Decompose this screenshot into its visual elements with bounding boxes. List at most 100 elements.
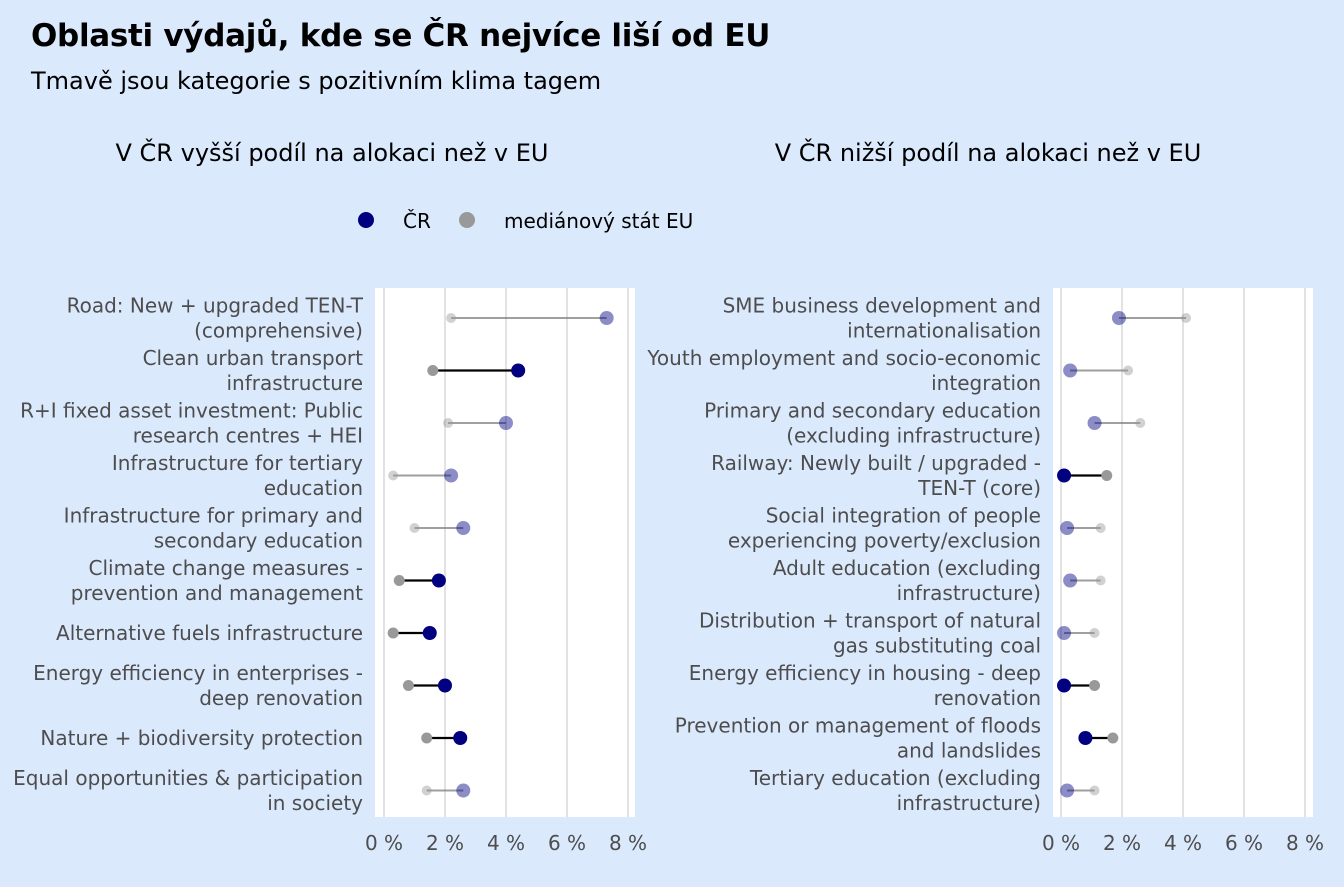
category-label-line: Distribution + transport of natural xyxy=(699,609,1041,633)
category-label-0-7: Energy efficiency in enterprises -deep r… xyxy=(33,661,363,710)
category-label-1-5: Adult education (excluding infrastructure… xyxy=(773,556,1041,605)
cr-point-1-9 xyxy=(1060,783,1075,798)
category-label-line: prevention and management xyxy=(71,581,363,605)
x-tick-label-0-1: 2 % xyxy=(426,831,464,855)
eu-point-0-3 xyxy=(388,470,399,481)
category-label-0-0: Road: New + upgraded TEN-T (comprehensive… xyxy=(67,294,364,343)
eu-point-1-8 xyxy=(1107,732,1119,744)
category-label-line: gas substituting coal xyxy=(833,634,1041,658)
eu-point-0-8 xyxy=(421,732,433,744)
x-tick-label-0-0: 0 % xyxy=(365,831,403,855)
category-label-line: secondary education xyxy=(154,529,363,553)
cr-point-0-4 xyxy=(456,521,471,535)
category-label-line: Adult education (excluding xyxy=(773,556,1041,580)
category-label-line: and landslides xyxy=(897,739,1041,763)
category-label-line: Climate change measures - xyxy=(88,556,363,580)
category-label-line: research centres + HEI xyxy=(133,424,363,448)
x-tick-label-0-2: 4 % xyxy=(487,831,525,855)
x-tick-label-0-3: 6 % xyxy=(548,831,586,855)
x-tick-label-1-2: 4 % xyxy=(1164,831,1202,855)
cr-point-0-8 xyxy=(453,731,468,745)
category-label-line: Infrastructure for tertiary xyxy=(112,451,363,475)
category-label-line: deep renovation xyxy=(199,686,363,710)
category-label-1-7: Energy efficiency in housing - deep renov… xyxy=(689,661,1041,710)
cr-point-0-7 xyxy=(438,678,452,693)
category-label-line: (excluding infrastructure) xyxy=(786,424,1041,448)
eu-point-0-5 xyxy=(393,575,405,586)
cr-point-1-8 xyxy=(1078,731,1093,745)
legend-marker-0 xyxy=(358,212,374,228)
cr-point-0-9 xyxy=(456,783,471,798)
cr-point-1-1 xyxy=(1063,363,1078,378)
eu-point-0-9 xyxy=(421,785,432,796)
category-label-line: TEN-T (core) xyxy=(917,476,1041,500)
eu-point-1-2 xyxy=(1135,418,1146,428)
category-label-line: Tertiary education (excluding xyxy=(749,766,1041,790)
category-label-0-2: R+I fixed asset investment: Public resear… xyxy=(20,399,363,448)
category-label-line: Infrastructure for primary and xyxy=(64,504,363,528)
category-label-1-1: Youth employment and socio-economic integ… xyxy=(646,346,1041,395)
cr-point-1-7 xyxy=(1057,678,1072,693)
cr-point-1-2 xyxy=(1087,416,1102,430)
panel-background-0 xyxy=(375,288,635,817)
category-label-line: Energy efficiency in enterprises - xyxy=(33,661,363,685)
cr-point-1-5 xyxy=(1063,573,1078,588)
category-label-line: in society xyxy=(267,791,363,815)
category-label-1-8: Prevention or management of floods and la… xyxy=(675,714,1041,763)
cr-point-1-0 xyxy=(1111,311,1126,325)
x-tick-label-1-4: 8 % xyxy=(1286,831,1324,855)
category-label-0-3: Infrastructure for tertiary education xyxy=(112,451,363,500)
category-label-1-4: Social integration of people experiencing… xyxy=(728,504,1041,553)
x-tick-label-0-4: 8 % xyxy=(609,831,647,855)
category-label-0-4: Infrastructure for primary and secondary … xyxy=(64,504,363,553)
category-label-line: internationalisation xyxy=(847,319,1041,343)
eu-point-1-5 xyxy=(1095,575,1106,586)
category-label-line: infrastructure xyxy=(226,371,363,395)
cr-point-0-1 xyxy=(511,363,526,378)
category-label-0-9: Equal opportunities & participation in so… xyxy=(13,766,363,815)
eu-point-0-1 xyxy=(427,365,439,376)
eu-point-1-6 xyxy=(1089,628,1100,638)
eu-point-0-0 xyxy=(446,313,457,323)
category-label-0-1: Clean urban transport infrastructure xyxy=(143,346,364,395)
category-label-line: Energy efficiency in housing - deep xyxy=(689,661,1041,685)
category-label-line: infrastructure) xyxy=(897,791,1041,815)
eu-point-1-0 xyxy=(1181,313,1192,323)
chart-title: Oblasti výdajů, kde se ČR nejvíce liší o… xyxy=(31,18,771,54)
category-label-line: education xyxy=(264,476,363,500)
category-label-line: SME business development and xyxy=(723,294,1041,318)
category-label-1-6: Distribution + transport of natural gas s… xyxy=(699,609,1041,658)
category-label-line: R+I fixed asset investment: Public xyxy=(20,399,363,423)
eu-point-0-6 xyxy=(387,627,399,639)
category-label-line: (comprehensive) xyxy=(194,319,363,343)
category-label-line: Prevention or management of floods xyxy=(675,714,1041,738)
cr-point-1-3 xyxy=(1057,468,1072,483)
eu-point-1-4 xyxy=(1095,523,1106,533)
category-label-1-3: Railway: Newly built / upgraded -TEN-T (… xyxy=(711,451,1041,500)
category-label-0-5: Climate change measures -prevention and … xyxy=(71,556,363,605)
category-label-0-6: Alternative fuels infrastructure xyxy=(56,621,363,645)
cr-point-0-0 xyxy=(599,311,614,325)
panel-title-0: V ČR vyšší podíl na alokaci než v EU xyxy=(116,137,549,167)
eu-point-1-3 xyxy=(1101,470,1113,481)
cr-point-1-6 xyxy=(1057,626,1072,640)
category-label-1-2: Primary and secondary education (excludin… xyxy=(704,399,1041,448)
cr-point-0-3 xyxy=(444,468,459,483)
category-label-line: integration xyxy=(931,371,1041,395)
eu-point-1-1 xyxy=(1123,365,1134,376)
category-label-line: experiencing poverty/exclusion xyxy=(728,529,1041,553)
category-label-line: Road: New + upgraded TEN-T xyxy=(67,294,364,318)
category-label-line: Nature + biodiversity protection xyxy=(40,726,363,750)
category-label-line: Primary and secondary education xyxy=(704,399,1041,423)
category-label-line: infrastructure) xyxy=(897,581,1041,605)
eu-point-0-2 xyxy=(443,418,454,428)
category-label-1-9: Tertiary education (excluding infrastruct… xyxy=(749,766,1041,815)
cr-point-0-6 xyxy=(422,626,437,640)
category-label-line: Equal opportunities & participation xyxy=(13,766,363,790)
category-label-line: Alternative fuels infrastructure xyxy=(56,621,363,645)
cr-point-0-2 xyxy=(499,416,513,430)
eu-point-0-7 xyxy=(402,680,414,691)
chart-subtitle: Tmavě jsou kategorie s pozitivním klima … xyxy=(31,67,602,95)
x-tick-label-1-3: 6 % xyxy=(1225,831,1263,855)
